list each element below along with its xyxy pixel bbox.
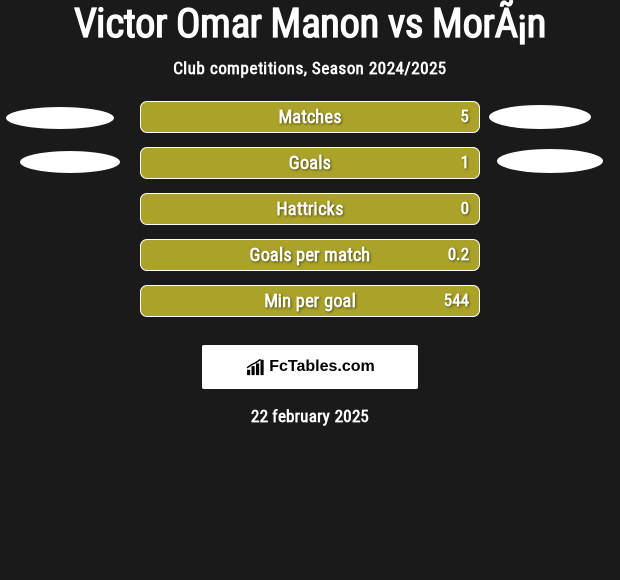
stat-label: Matches xyxy=(278,107,341,128)
stat-label: Goals xyxy=(289,153,331,174)
comparison-infographic: Victor Omar Manon vs MorÃ¡n Club competi… xyxy=(0,0,620,427)
stat-bar: Hattricks 0 xyxy=(140,193,480,225)
stat-value: 544 xyxy=(444,291,469,311)
stat-bar: Goals 1 xyxy=(140,147,480,179)
subtitle: Club competitions, Season 2024/2025 xyxy=(173,59,447,79)
stat-label: Hattricks xyxy=(276,199,343,220)
stat-bar: Matches 5 xyxy=(140,101,480,133)
stat-value: 0 xyxy=(461,199,469,219)
stat-label: Goals per match xyxy=(250,245,371,266)
stat-bar: Goals per match 0.2 xyxy=(140,239,480,271)
stat-label: Min per goal xyxy=(264,291,356,312)
stat-value: 1 xyxy=(461,153,469,173)
stat-row: Hattricks 0 xyxy=(0,193,620,225)
chart-bars-icon xyxy=(245,358,267,376)
stat-bar: Min per goal 544 xyxy=(140,285,480,317)
attribution-box: FcTables.com xyxy=(202,345,418,389)
stat-row: Goals 1 xyxy=(0,147,620,179)
attribution-text: FcTables.com xyxy=(269,358,375,376)
stat-row: Goals per match 0.2 xyxy=(0,239,620,271)
stats-area: Matches 5 Goals 1 Hattricks 0 Goals per … xyxy=(0,107,620,337)
stat-value: 0.2 xyxy=(448,245,469,265)
attribution-logo: FcTables.com xyxy=(245,358,375,376)
page-title: Victor Omar Manon vs MorÃ¡n xyxy=(74,2,546,47)
stat-row: Matches 5 xyxy=(0,101,620,133)
stat-value: 5 xyxy=(461,107,469,127)
date-text: 22 february 2025 xyxy=(251,407,369,427)
stat-row: Min per goal 544 xyxy=(0,285,620,317)
